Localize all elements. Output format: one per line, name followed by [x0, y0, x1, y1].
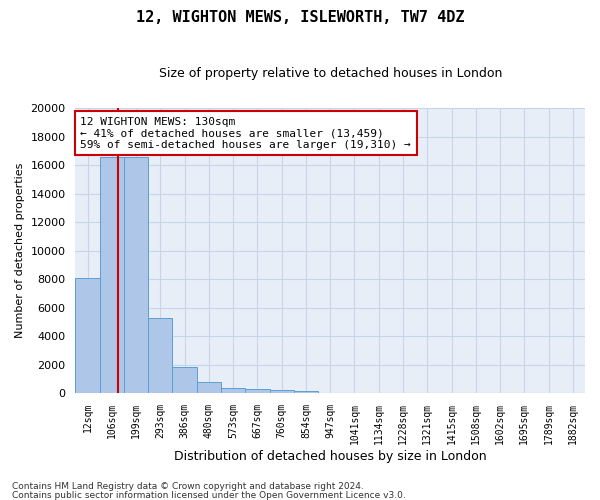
Bar	[100, 156, 124, 393]
Text: Contains public sector information licensed under the Open Government Licence v3: Contains public sector information licen…	[12, 490, 406, 500]
X-axis label: Distribution of detached houses by size in London: Distribution of detached houses by size …	[174, 450, 487, 462]
Title: Size of property relative to detached houses in London: Size of property relative to detached ho…	[158, 68, 502, 80]
Bar	[76, 278, 100, 393]
Bar	[172, 368, 197, 393]
Bar	[124, 156, 148, 393]
Bar	[148, 318, 172, 393]
Y-axis label: Number of detached properties: Number of detached properties	[15, 163, 25, 338]
Text: 12 WIGHTON MEWS: 130sqm
← 41% of detached houses are smaller (13,459)
59% of sem: 12 WIGHTON MEWS: 130sqm ← 41% of detache…	[80, 116, 411, 150]
Bar	[245, 389, 269, 393]
Bar	[197, 382, 221, 393]
Bar	[294, 390, 318, 393]
Bar	[221, 388, 245, 393]
Text: Contains HM Land Registry data © Crown copyright and database right 2024.: Contains HM Land Registry data © Crown c…	[12, 482, 364, 491]
Bar	[269, 390, 294, 393]
Text: 12, WIGHTON MEWS, ISLEWORTH, TW7 4DZ: 12, WIGHTON MEWS, ISLEWORTH, TW7 4DZ	[136, 10, 464, 25]
